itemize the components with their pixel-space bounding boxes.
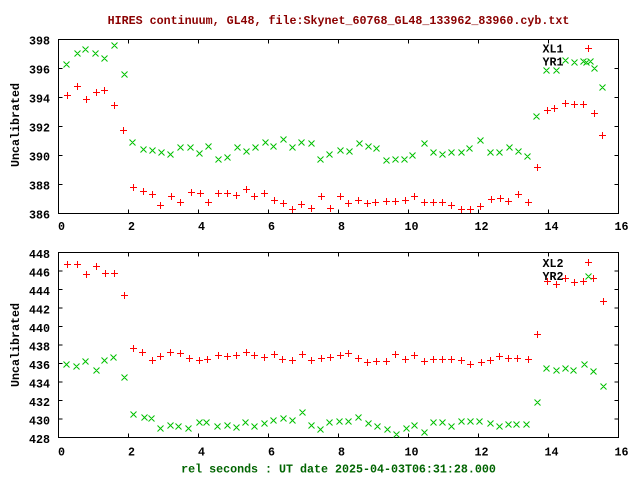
svg-text:XL2: XL2 <box>543 257 564 271</box>
svg-text:388: 388 <box>29 179 50 193</box>
svg-text:448: 448 <box>29 248 50 262</box>
svg-text:398: 398 <box>29 34 50 48</box>
svg-text:8: 8 <box>338 220 345 234</box>
svg-text:12: 12 <box>475 220 489 234</box>
svg-text:14: 14 <box>545 220 559 234</box>
svg-text:6: 6 <box>268 446 275 460</box>
svg-text:396: 396 <box>29 63 50 77</box>
svg-text:XL1: XL1 <box>543 42 564 56</box>
svg-text:430: 430 <box>29 415 50 429</box>
svg-text:438: 438 <box>29 341 50 355</box>
svg-text:428: 428 <box>29 433 50 447</box>
svg-text:rel seconds : UT date 2025-04-: rel seconds : UT date 2025-04-03T06:31:2… <box>181 463 496 477</box>
svg-text:434: 434 <box>29 378 50 392</box>
svg-text:YR2: YR2 <box>543 270 564 284</box>
svg-text:432: 432 <box>29 396 50 410</box>
svg-text:16: 16 <box>615 220 629 234</box>
svg-text:0: 0 <box>58 446 65 460</box>
svg-text:10: 10 <box>405 220 419 234</box>
svg-text:YR1: YR1 <box>543 56 564 70</box>
svg-text:4: 4 <box>198 220 205 234</box>
svg-text:386: 386 <box>29 208 50 222</box>
svg-text:392: 392 <box>29 121 50 135</box>
svg-text:440: 440 <box>29 322 50 336</box>
svg-text:8: 8 <box>338 446 345 460</box>
svg-text:6: 6 <box>268 220 275 234</box>
svg-text:4: 4 <box>198 446 205 460</box>
svg-text:12: 12 <box>475 446 489 460</box>
svg-text:444: 444 <box>29 285 50 299</box>
svg-text:16: 16 <box>615 446 629 460</box>
svg-text:14: 14 <box>545 446 559 460</box>
svg-text:2: 2 <box>128 446 135 460</box>
svg-text:446: 446 <box>29 267 50 281</box>
svg-text:0: 0 <box>58 220 65 234</box>
svg-text:390: 390 <box>29 150 50 164</box>
svg-text:Uncalibrated: Uncalibrated <box>9 83 23 167</box>
svg-text:HIRES continuum, GL48, file:Sk: HIRES continuum, GL48, file:Skynet_60768… <box>108 14 570 28</box>
svg-text:Uncalibrated: Uncalibrated <box>9 303 23 387</box>
svg-text:394: 394 <box>29 92 50 106</box>
svg-text:10: 10 <box>405 446 419 460</box>
svg-text:436: 436 <box>29 359 50 373</box>
svg-text:442: 442 <box>29 304 50 318</box>
svg-text:2: 2 <box>128 220 135 234</box>
